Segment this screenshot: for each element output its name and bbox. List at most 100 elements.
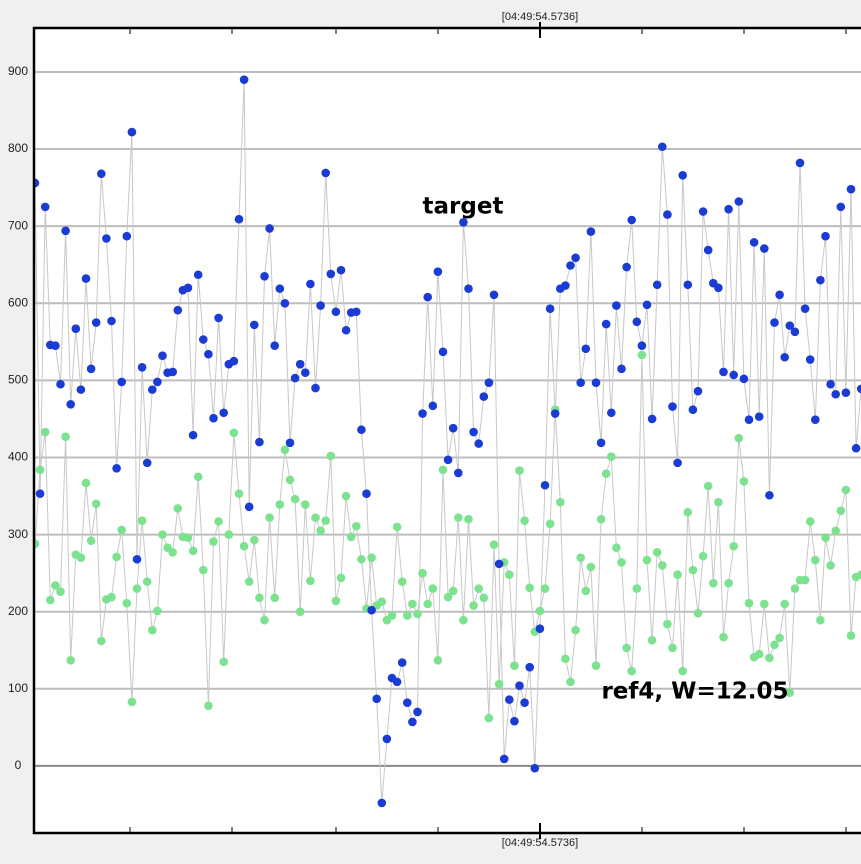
data-point: [556, 497, 565, 507]
data-point: [173, 305, 183, 315]
data-point: [117, 377, 126, 387]
data-point: [40, 202, 50, 212]
data-point: [494, 559, 504, 569]
data-point: [265, 513, 274, 522]
data-point: [250, 535, 259, 545]
data-point: [443, 455, 453, 465]
data-point: [438, 465, 448, 475]
data-point: [86, 536, 96, 546]
data-point: [311, 513, 320, 522]
data-point: [193, 472, 203, 482]
data-point: [601, 469, 611, 478]
data-point: [632, 317, 642, 327]
data-point: [418, 409, 427, 418]
y-tick-label: 800: [8, 141, 28, 155]
data-point: [693, 608, 703, 618]
data-point: [275, 284, 285, 293]
data-point: [688, 565, 698, 575]
data-point: [520, 698, 529, 707]
marker-label-top: [04:49:54.5736]: [502, 11, 578, 23]
data-point: [148, 625, 157, 635]
y-tick-label: 300: [8, 527, 28, 541]
data-point: [484, 378, 494, 387]
data-point: [142, 458, 152, 468]
data-point: [229, 428, 239, 438]
data-point: [199, 565, 208, 575]
data-point: [805, 355, 815, 364]
data-point: [204, 701, 213, 711]
annotation: target: [423, 194, 504, 220]
data-point: [851, 443, 861, 453]
data-point: [831, 526, 840, 536]
data-point: [285, 475, 295, 485]
data-point: [35, 465, 45, 475]
data-point: [367, 553, 376, 563]
y-tick-label: 700: [8, 218, 28, 232]
data-point: [301, 368, 310, 377]
data-point: [734, 433, 744, 443]
data-point: [724, 204, 733, 214]
plot-frame: [32, 26, 861, 835]
data-point: [714, 497, 723, 507]
data-point: [709, 578, 718, 588]
data-point: [780, 599, 789, 609]
data-point: [647, 635, 657, 645]
data-point: [678, 666, 687, 676]
data-point: [306, 279, 315, 289]
data-point: [550, 409, 560, 418]
data-point: [800, 575, 810, 585]
data-point: [535, 606, 545, 616]
data-point: [153, 606, 162, 616]
data-point: [148, 385, 157, 394]
data-point: [377, 597, 387, 606]
data-point: [652, 280, 662, 290]
data-point: [596, 514, 606, 524]
y-tick-label: 100: [8, 681, 28, 695]
data-point: [326, 451, 336, 461]
data-point: [433, 267, 443, 276]
data-point: [760, 244, 769, 253]
data-point: [168, 548, 177, 557]
data-point: [132, 554, 142, 564]
data-point: [540, 584, 550, 593]
data-point: [652, 548, 662, 557]
data-point: [688, 405, 698, 414]
data-point: [571, 253, 580, 263]
data-point: [81, 478, 91, 488]
data-point: [122, 598, 132, 608]
data-point: [341, 491, 351, 501]
data-point: [204, 349, 213, 359]
grid: [34, 70, 861, 767]
data-point: [515, 681, 524, 691]
data-point: [719, 632, 728, 642]
data-point: [561, 654, 570, 664]
data-point: [270, 593, 280, 603]
data-point: [744, 415, 754, 425]
data-point: [423, 292, 433, 302]
data-point: [785, 321, 795, 330]
data-point: [56, 379, 65, 389]
data-point: [627, 666, 636, 676]
data-point: [46, 595, 55, 605]
data-point: [586, 227, 596, 236]
data-point: [397, 658, 407, 667]
data-point: [61, 432, 70, 441]
data-point: [137, 516, 147, 526]
data-point: [612, 301, 621, 310]
data-point: [448, 586, 458, 596]
data-point: [525, 583, 534, 593]
data-point: [826, 561, 835, 570]
data-point: [678, 170, 687, 180]
data-point: [571, 625, 580, 635]
data-point: [632, 584, 642, 593]
data-point: [846, 184, 856, 194]
data-point: [295, 607, 305, 617]
data-point: [856, 384, 861, 394]
data-point: [270, 341, 280, 350]
data-point: [627, 215, 636, 225]
data-point: [525, 662, 534, 672]
series-points: [35, 75, 861, 808]
data-point: [331, 596, 341, 606]
